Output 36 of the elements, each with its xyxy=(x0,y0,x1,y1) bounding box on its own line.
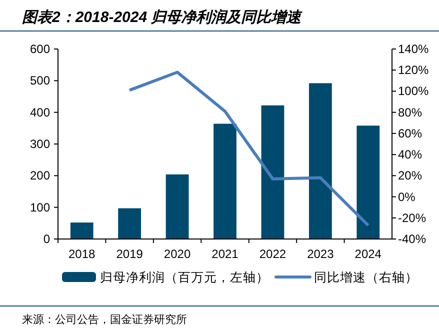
x-tick-label: 2022 xyxy=(259,247,286,261)
y2-tick-label: 100% xyxy=(398,84,430,98)
legend-label: 同比增速（右轴） xyxy=(314,270,418,284)
y2-tick-label: 40% xyxy=(398,148,422,162)
x-tick-label: 2023 xyxy=(307,247,334,261)
bar xyxy=(261,105,284,239)
bar xyxy=(308,83,332,239)
x-tick-label: 2024 xyxy=(354,247,382,261)
y2-tick-label: -40% xyxy=(398,232,426,246)
y2-tick-label: -20% xyxy=(398,210,426,225)
chart-title: 图表2：2018-2024 归母净利润及同比增速 xyxy=(22,8,304,26)
y-tick-label: 0 xyxy=(43,232,50,246)
bar xyxy=(356,126,380,239)
x-tick-label: 2021 xyxy=(212,247,239,261)
y2-tick-label: 60% xyxy=(398,126,422,140)
bar xyxy=(214,124,236,239)
y-tick-label: 600 xyxy=(30,42,50,56)
y2-tick-label: 80% xyxy=(398,105,422,120)
x-tick-label: 2019 xyxy=(116,247,144,261)
x-tick-label: 2020 xyxy=(164,247,191,261)
y-tick-label: 300 xyxy=(30,137,50,151)
bar xyxy=(118,208,142,239)
y-tick-label: 500 xyxy=(30,74,50,88)
y2-tick-label: 20% xyxy=(398,168,422,183)
y-tick-label: 200 xyxy=(30,168,50,183)
x-tick-label: 2018 xyxy=(68,247,96,261)
y2-tick-label: 120% xyxy=(398,63,430,78)
bar xyxy=(70,222,94,239)
bar xyxy=(166,174,189,239)
source-note: 来源：公司公告，国金证券研究所 xyxy=(22,313,187,326)
y-tick-label: 100 xyxy=(30,200,50,214)
y-tick-label: 400 xyxy=(30,105,50,120)
legend-label: 归母净利润（百万元，左轴） xyxy=(100,270,269,284)
y2-tick-label: 140% xyxy=(398,42,430,56)
y2-tick-label: 0% xyxy=(398,190,416,204)
line-series xyxy=(128,70,370,227)
